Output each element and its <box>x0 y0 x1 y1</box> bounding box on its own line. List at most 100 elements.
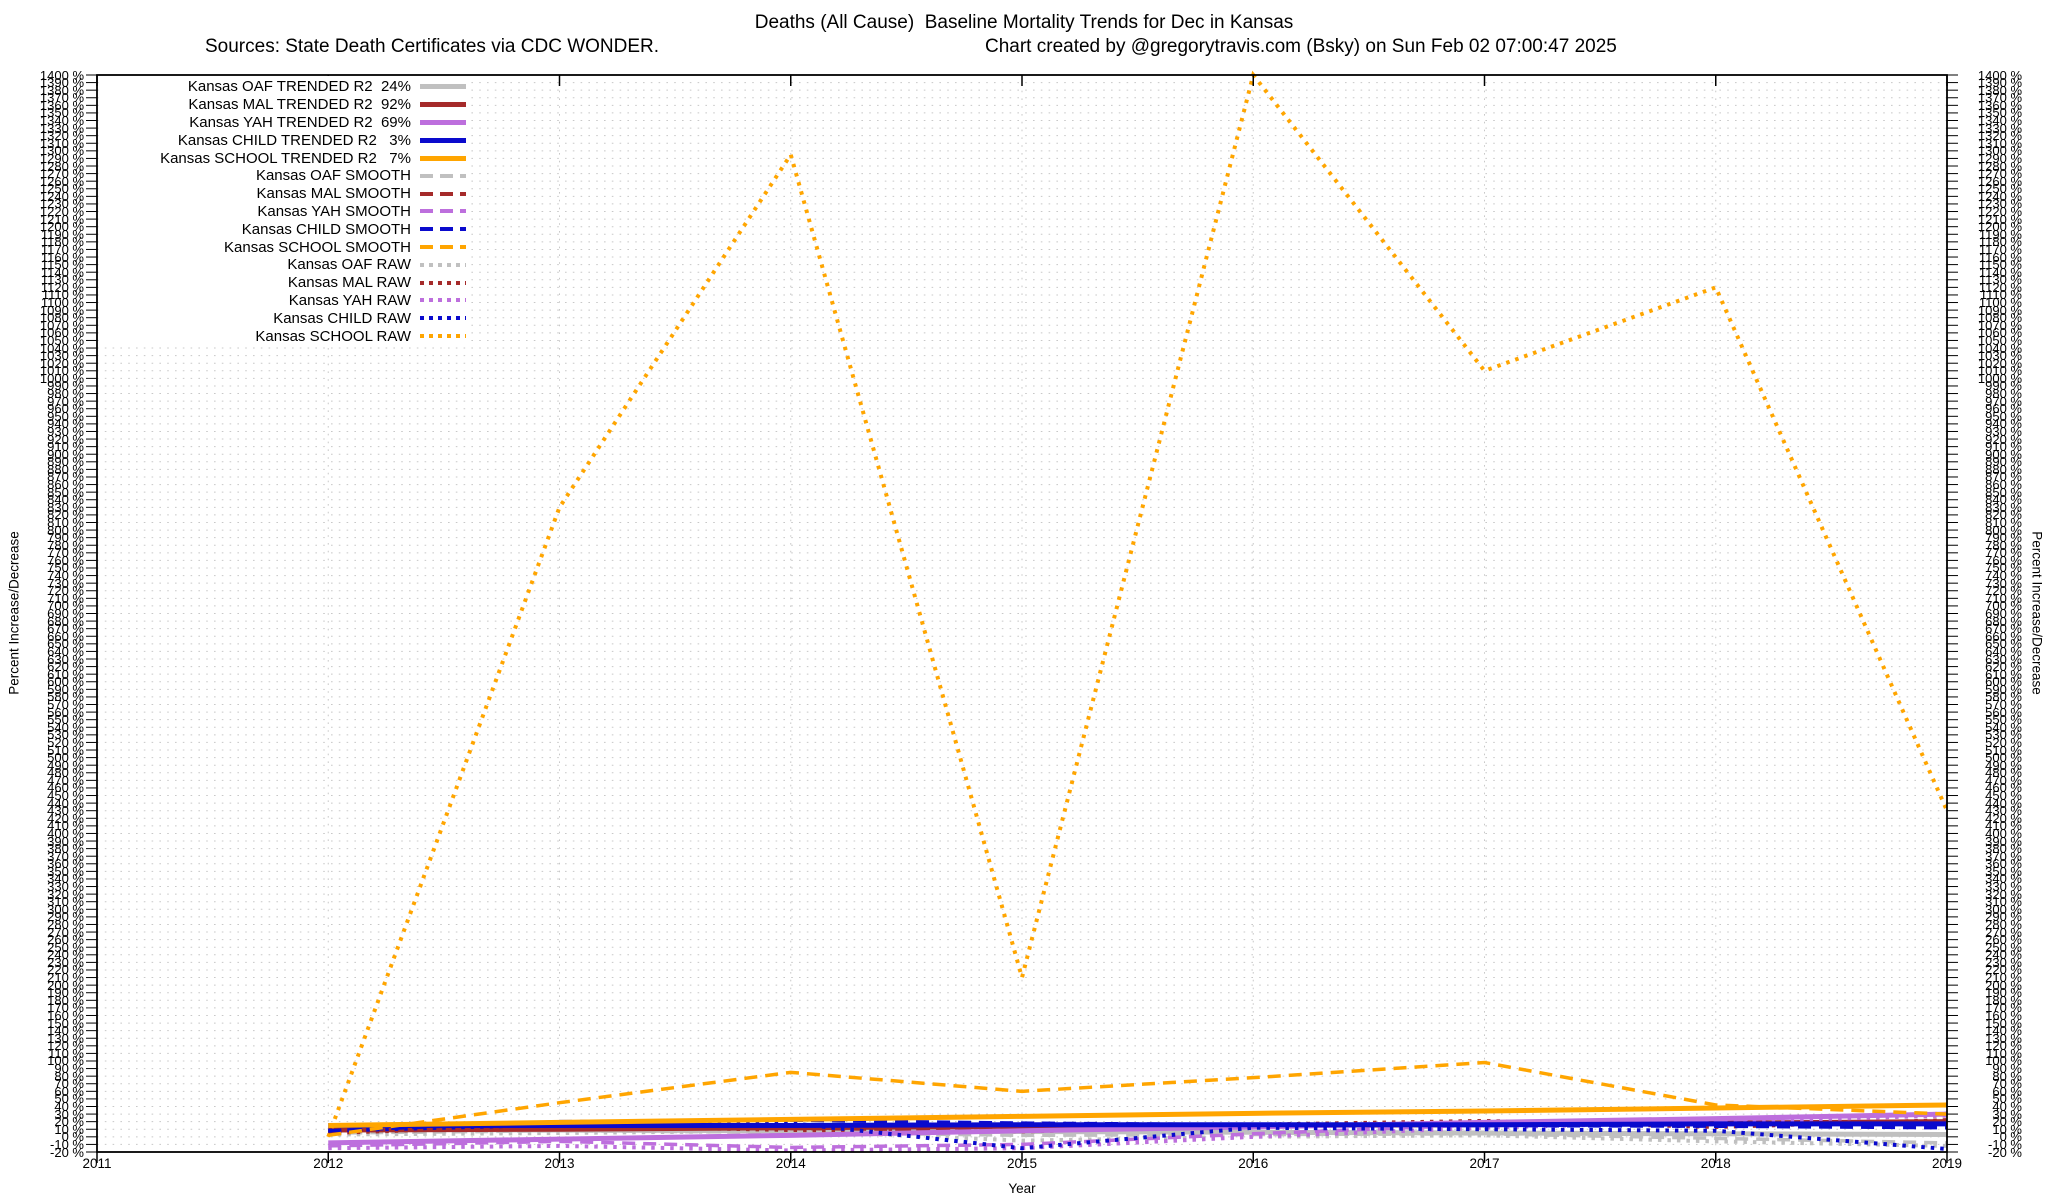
y-tick-label-right: 1380 % <box>1977 82 2022 98</box>
legend-item: Kansas YAH TRENDED R2 69% <box>100 114 466 132</box>
y-tick-label-left: 550 % <box>47 712 84 728</box>
y-tick-label-right: 970 % <box>1985 393 2022 409</box>
legend-line-sample <box>420 119 466 125</box>
y-tick-label-left: 1070 % <box>39 317 84 333</box>
page-title: Deaths (All Cause) Baseline Mortality Tr… <box>754 12 1294 33</box>
y-tick-label-right: 1190 % <box>1978 226 2022 242</box>
y-tick-label-left: 1080 % <box>39 310 84 326</box>
y-tick-label-left: 850 % <box>47 484 84 500</box>
x-axis-title: Year <box>1008 1181 1036 1196</box>
y-tick-label-left: 370 % <box>47 848 84 864</box>
y-tick-label-right: 300 % <box>1985 901 2022 917</box>
y-tick-label-left: 1230 % <box>39 196 84 212</box>
x-tick-label: 2018 <box>1700 1156 1731 1171</box>
y-tick-label-left: 640 % <box>47 643 84 659</box>
y-tick-label-right: 700 % <box>1985 598 2022 614</box>
y-tick-label-right: 1280 % <box>1977 158 2022 174</box>
legend-line-sample <box>420 280 466 285</box>
y-tick-label-right: 590 % <box>1985 681 2022 697</box>
y-tick-label-right: 420 % <box>1985 810 2022 826</box>
y-tick-label-left: 840 % <box>47 492 84 508</box>
y-tick-label-right: 180 % <box>1985 992 2022 1008</box>
legend-item: Kansas OAF TRENDED R2 24% <box>100 78 466 96</box>
y-tick-label-right: 1070 % <box>1977 317 2022 333</box>
legend-line-sample <box>420 191 466 196</box>
y-tick-label-right: 940 % <box>1985 416 2022 432</box>
y-tick-label-left: 970 % <box>47 393 84 409</box>
y-tick-label-left: 130 % <box>47 1030 84 1046</box>
y-tick-label-right: 550 % <box>1985 712 2022 728</box>
legend-item: Kansas OAF SMOOTH <box>100 167 466 185</box>
y-tick-label-right: 1100 % <box>1978 295 2022 311</box>
y-tick-label-left: 1350 % <box>39 105 84 121</box>
legend-item-label: Kansas OAF SMOOTH <box>255 167 411 185</box>
y-tick-label-left: 10 % <box>54 1121 84 1137</box>
y-tick-label-left: 70 % <box>54 1076 84 1092</box>
y-tick-label-left: 580 % <box>47 689 84 705</box>
y-tick-label-right: 1010 % <box>1977 363 2022 379</box>
y-tick-label-right: 1150 % <box>1978 257 2022 273</box>
y-tick-label-left: 110 % <box>48 1045 84 1061</box>
y-tick-label-right: 1230 % <box>1977 196 2022 212</box>
y-tick-label-right: 240 % <box>1985 947 2022 963</box>
y-tick-label-right: 430 % <box>1985 803 2022 819</box>
y-tick-label-right: 640 % <box>1985 643 2022 659</box>
legend-item-label: Kansas YAH RAW <box>288 291 411 309</box>
y-tick-label-right: 90 % <box>1992 1061 2022 1077</box>
y-tick-label-left: 120 % <box>47 1038 84 1054</box>
y-tick-label-right: 210 % <box>1985 970 2022 986</box>
y-tick-label-left: 500 % <box>47 750 84 766</box>
y-tick-label-left: 290 % <box>47 909 84 925</box>
legend-line-sample <box>420 209 466 214</box>
y-tick-label-right: 1290 % <box>1977 150 2022 166</box>
y-tick-label-right: 750 % <box>1985 560 2022 576</box>
y-tick-label-left: 890 % <box>47 454 84 470</box>
legend-line-sample <box>420 173 466 178</box>
y-tick-label-right: 310 % <box>1985 894 2022 910</box>
y-tick-label-right: 490 % <box>1985 757 2022 773</box>
y-tick-label-left: 870 % <box>47 469 84 485</box>
y-tick-label-left: 980 % <box>47 386 84 402</box>
legend-item-label: Kansas CHILD SMOOTH <box>241 220 411 238</box>
y-tick-label-right: 1370 % <box>1977 90 2022 106</box>
y-tick-label-right: 760 % <box>1985 552 2022 568</box>
y-tick-label-left: 920 % <box>47 431 84 447</box>
y-tick-label-left: 330 % <box>47 879 84 895</box>
y-tick-label-left: 1110 % <box>41 287 84 303</box>
y-tick-label-right: 1170 % <box>1978 241 2022 257</box>
y-tick-label-right: 690 % <box>1985 606 2022 621</box>
y-tick-label-right: 480 % <box>1985 765 2022 781</box>
y-tick-label-left: 1400 % <box>39 67 84 83</box>
y-tick-label-left: 1250 % <box>39 181 84 197</box>
y-tick-label-right: 140 % <box>1985 1023 2022 1039</box>
y-tick-label-right: 340 % <box>1985 871 2022 887</box>
y-tick-label-left: 1300 % <box>39 143 84 159</box>
legend-item: Kansas YAH RAW <box>100 292 466 310</box>
y-tick-label-right: 1120 % <box>1978 279 2022 295</box>
y-tick-label-right: 50 % <box>1992 1091 2022 1107</box>
y-tick-label-left: 1100 % <box>40 295 84 311</box>
y-tick-label-left: 1360 % <box>39 97 84 113</box>
y-tick-label-left: 720 % <box>47 583 84 599</box>
y-tick-label-right: 540 % <box>1985 719 2022 735</box>
y-tick-label-right: 220 % <box>1985 962 2022 978</box>
y-tick-label-left: 1280 % <box>39 158 84 174</box>
y-tick-label-right: 80 % <box>1992 1068 2022 1084</box>
y-tick-label-left: 1220 % <box>39 204 84 220</box>
y-tick-label-right: 30 % <box>1992 1106 2022 1122</box>
subtitle-sources: Sources: State Death Certificates via CD… <box>205 36 660 57</box>
x-tick-label: 2013 <box>544 1156 575 1171</box>
legend-item: Kansas MAL SMOOTH <box>100 185 466 203</box>
x-tick-label: 2016 <box>1238 1156 1269 1171</box>
y-tick-label-left: 1210 % <box>39 211 84 227</box>
legend-item-label: Kansas OAF TRENDED R2 24% <box>187 78 411 96</box>
x-tick-label: 2019 <box>1931 1156 1963 1171</box>
y-tick-label-right: 860 % <box>1985 477 2022 493</box>
y-tick-label-left: 220 % <box>47 962 84 978</box>
y-tick-label-left: 480 % <box>47 765 84 781</box>
y-tick-label-left: 450 % <box>47 788 84 804</box>
y-tick-label-right: 710 % <box>1985 590 2022 606</box>
y-tick-label-right: 580 % <box>1985 689 2022 705</box>
y-tick-label-right: 150 % <box>1985 1015 2022 1031</box>
y-tick-label-right: 770 % <box>1985 545 2022 561</box>
